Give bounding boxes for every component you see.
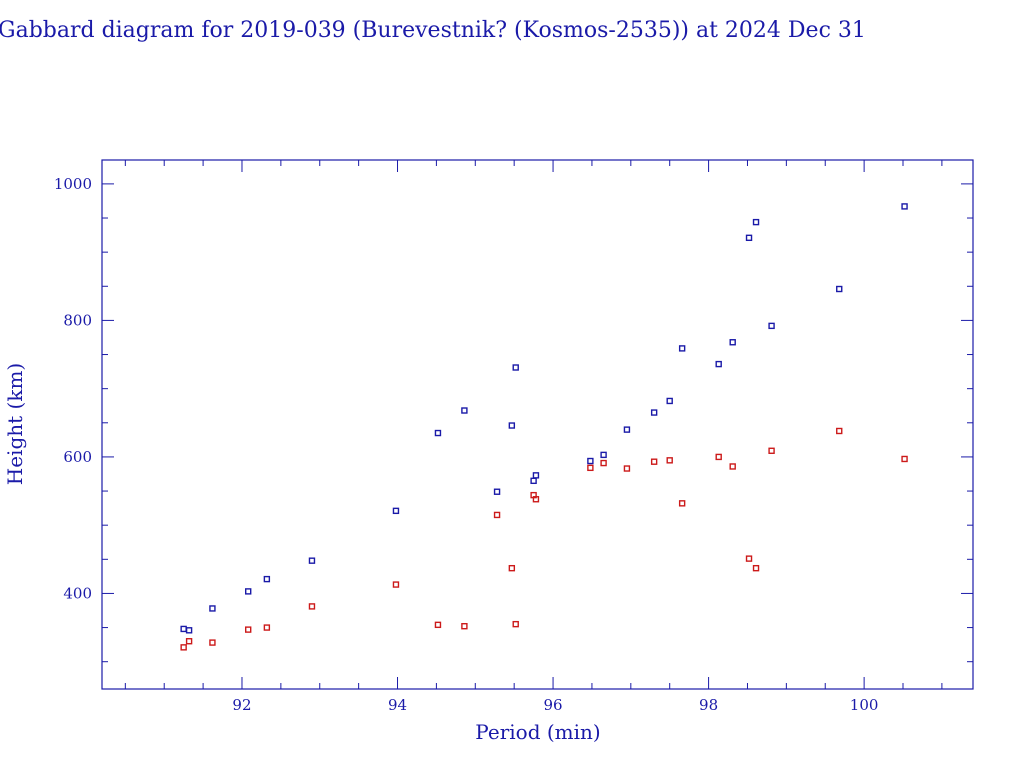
apogee-point — [308, 557, 316, 564]
apogee-point — [434, 429, 442, 437]
apogee-point — [666, 397, 673, 405]
apogee-point — [245, 588, 252, 595]
perigee-point — [768, 447, 775, 454]
perigee-point — [666, 457, 673, 464]
apogee-point — [461, 407, 468, 414]
y-tick-label: 400 — [63, 584, 92, 602]
perigee-point — [715, 453, 722, 461]
apogee-point — [715, 360, 722, 368]
perigee-point — [308, 603, 316, 610]
x-axis-label: Period (min) — [475, 720, 600, 744]
apogee-point — [729, 339, 736, 346]
apogee-point — [901, 203, 908, 210]
perigee-point — [532, 496, 540, 503]
perigee-point — [729, 463, 736, 470]
perigee-point — [587, 464, 594, 472]
y-tick-label: 1000 — [54, 175, 92, 193]
y-tick-label: 600 — [63, 448, 92, 466]
y-tick-label: 800 — [63, 311, 92, 329]
data-points — [180, 203, 908, 651]
apogee-point — [650, 409, 658, 416]
chart-title: Gabbard diagram for 2019-039 (Burevestni… — [0, 18, 866, 43]
apogee-point — [493, 488, 501, 495]
apogee-point — [180, 625, 187, 633]
perigee-point — [623, 465, 631, 472]
y-axis-label: Height (km) — [3, 363, 27, 485]
perigee-point — [678, 500, 686, 507]
perigee-point — [209, 639, 216, 646]
apogee-point — [532, 472, 540, 479]
perigee-point — [434, 621, 442, 629]
x-tick-label: 98 — [699, 696, 718, 714]
perigee-point — [600, 459, 607, 467]
apogee-point — [512, 364, 519, 371]
apogee-point — [209, 605, 216, 612]
perigee-point — [745, 555, 753, 562]
apogee-point — [745, 234, 753, 242]
apogee-point — [185, 627, 193, 634]
apogee-point — [530, 477, 537, 485]
perigee-point — [263, 624, 271, 631]
perigee-point — [512, 620, 519, 628]
apogee-point — [623, 426, 631, 433]
perigee-point — [752, 564, 760, 572]
apogee-point — [768, 322, 775, 330]
axis-ticks — [102, 160, 973, 689]
apogee-point — [836, 285, 843, 293]
perigee-point — [185, 638, 193, 645]
plot-frame — [101, 159, 974, 690]
apogee-point — [392, 507, 400, 515]
perigee-point — [508, 564, 516, 572]
x-tick-label: 92 — [232, 696, 251, 714]
perigee-point — [836, 427, 843, 435]
apogee-point — [600, 451, 607, 459]
perigee-point — [901, 455, 908, 463]
apogee-point — [752, 218, 760, 226]
apogee-point — [678, 345, 686, 352]
x-tick-label: 94 — [388, 696, 407, 714]
perigee-point — [245, 626, 252, 633]
apogee-point — [508, 422, 516, 429]
x-tick-label: 100 — [850, 696, 879, 714]
apogee-point — [587, 457, 594, 465]
perigee-point — [392, 581, 400, 588]
perigee-point — [180, 644, 187, 651]
apogee-point — [263, 575, 271, 583]
perigee-point — [650, 458, 658, 465]
x-tick-label: 96 — [544, 696, 563, 714]
perigee-point — [461, 623, 468, 630]
perigee-point — [493, 511, 501, 519]
tick-labels: 92 94 96 98 100 400 600 800 1000 — [54, 175, 879, 714]
